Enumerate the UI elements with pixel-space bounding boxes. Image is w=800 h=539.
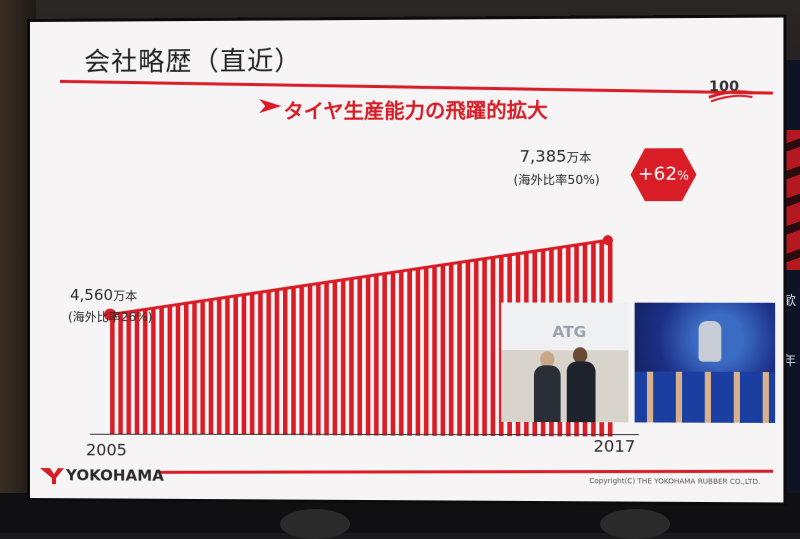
area-stripe <box>249 293 255 435</box>
start-note: (海外比率26%) <box>68 310 153 325</box>
area-stripe <box>448 264 454 436</box>
photo-signing-ceremony: ATG <box>501 302 629 423</box>
area-stripe <box>390 272 396 436</box>
arrow-icon <box>259 98 282 114</box>
anniversary-logo-icon: 100 <box>707 79 755 104</box>
end-note: (海外比率50%) <box>513 172 600 188</box>
copyright-text: Copyright(C) THE YOKOHAMA RUBBER CO.,LTD… <box>589 476 761 487</box>
tire <box>600 509 670 539</box>
change-label: +62% <box>631 150 697 199</box>
area-stripe <box>258 292 263 436</box>
change-value: +62 <box>638 163 678 185</box>
area-stripe <box>440 265 446 436</box>
change-suffix: % <box>677 168 689 183</box>
area-stripe <box>175 304 181 435</box>
area-stripe <box>167 306 173 435</box>
area-stripe <box>274 290 280 436</box>
x-tick-2017: 2017 <box>593 436 636 456</box>
area-stripe <box>357 277 363 436</box>
area-stripe <box>233 296 238 435</box>
area-stripe <box>307 285 313 436</box>
area-stripe <box>365 276 371 436</box>
area-stripe <box>382 273 387 436</box>
area-stripe <box>349 278 354 436</box>
data-point-2005 <box>103 308 116 321</box>
area-stripe <box>291 287 296 436</box>
area-stripe <box>225 297 230 435</box>
area-stripe <box>324 282 329 436</box>
area-stripe <box>282 288 288 436</box>
area-stripe <box>407 270 412 436</box>
area-stripe <box>151 308 156 435</box>
area-stripe <box>332 281 338 436</box>
area-stripe <box>299 286 304 436</box>
chart-bars <box>109 240 613 437</box>
area-stripe <box>266 291 271 436</box>
area-stripe <box>134 310 140 435</box>
area-stripe <box>142 309 148 435</box>
area-stripe <box>216 298 222 435</box>
area-stripe <box>432 266 437 436</box>
area-stripe <box>374 275 379 436</box>
area-stripe <box>415 268 421 436</box>
area-stripe <box>109 313 115 434</box>
tire <box>280 509 350 539</box>
x-tick-2005: 2005 <box>86 440 127 460</box>
area-stripe <box>241 294 247 435</box>
area-stripe <box>457 262 462 436</box>
area-stripe <box>423 267 429 436</box>
yokohama-logo-icon <box>39 468 64 484</box>
area-stripe <box>490 257 496 437</box>
area-stripe <box>208 299 214 435</box>
area-stripe <box>183 303 189 435</box>
area-stripe <box>118 312 123 434</box>
area-stripe <box>200 301 205 435</box>
person <box>566 361 596 423</box>
brand-name: YOKOHAMA <box>66 466 164 485</box>
person <box>533 365 561 423</box>
start-value-label: 4,560万本 <box>70 286 137 304</box>
area-stripe <box>159 307 164 435</box>
capacity-chart <box>30 18 783 503</box>
team-crowd <box>634 371 776 423</box>
start-unit: 万本 <box>113 289 138 304</box>
area-stripe <box>340 280 346 436</box>
area-stripe <box>398 271 404 436</box>
photo-football-celebration <box>634 302 776 423</box>
data-point-2017 <box>602 235 614 246</box>
photo-sign-text: ATG <box>552 322 587 342</box>
area-stripe <box>126 312 131 435</box>
right-wall-text: 年 <box>782 354 796 369</box>
area-stripe <box>465 261 471 436</box>
presentation-screen: 会社略歴（直近） 100 タイヤ生産能力の飛躍的拡大 4,560万本 (海外比率… <box>30 17 784 503</box>
area-stripe <box>192 302 197 435</box>
area-stripe <box>316 283 321 436</box>
end-unit: 万本 <box>566 150 592 165</box>
x-axis-line <box>90 432 639 436</box>
end-value: 7,385 <box>519 146 567 166</box>
change-badge <box>630 148 697 202</box>
area-stripe <box>473 260 479 436</box>
right-wall-text: 歓 <box>782 294 796 309</box>
end-value-label: 7,385万本 <box>519 146 592 166</box>
trophy-icon <box>698 321 722 362</box>
start-value: 4,560 <box>70 286 114 305</box>
area-stripe <box>482 258 487 436</box>
